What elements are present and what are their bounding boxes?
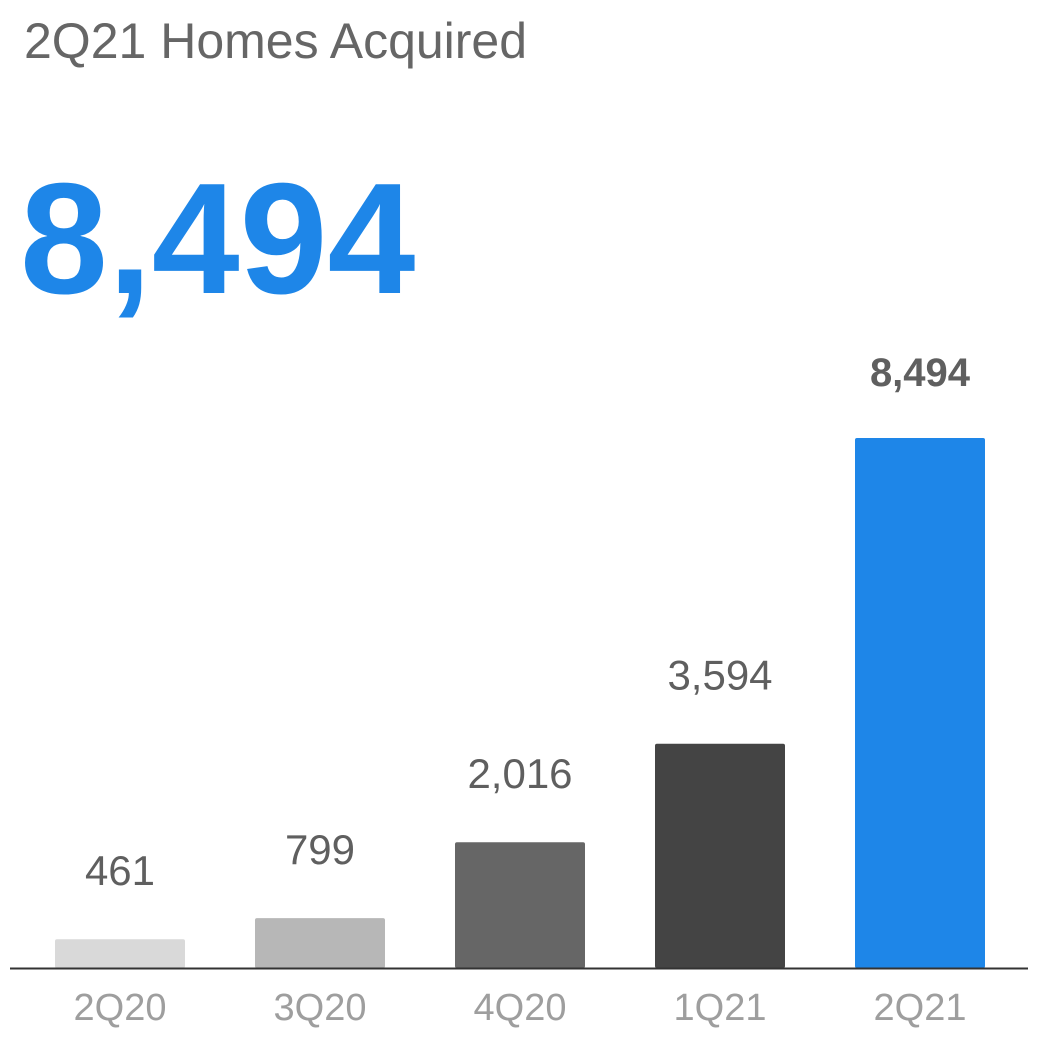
bar-3q20 bbox=[255, 918, 385, 968]
bar-4q20 bbox=[455, 842, 585, 968]
headline-value: 8,494 bbox=[20, 151, 416, 327]
tick-label-4q20: 4Q20 bbox=[474, 987, 567, 1029]
bar-2q21 bbox=[855, 438, 985, 968]
value-label-1q21: 3,594 bbox=[667, 652, 772, 699]
tick-labels-group: 2Q20 3Q20 4Q20 1Q21 2Q21 bbox=[74, 987, 967, 1029]
tick-label-2q20: 2Q20 bbox=[74, 987, 167, 1029]
value-label-2q21: 8,494 bbox=[870, 351, 971, 395]
value-labels-group: 461 799 2,016 3,594 8,494 bbox=[85, 351, 971, 894]
chart-title: 2Q21 Homes Acquired bbox=[24, 13, 528, 69]
tick-label-2q21: 2Q21 bbox=[874, 987, 967, 1029]
bar-1q21 bbox=[655, 743, 785, 968]
tick-label-3q20: 3Q20 bbox=[274, 987, 367, 1029]
bars-group bbox=[55, 438, 985, 968]
value-label-3q20: 799 bbox=[285, 826, 355, 873]
tick-label-1q21: 1Q21 bbox=[674, 987, 767, 1029]
value-label-4q20: 2,016 bbox=[467, 750, 572, 797]
bar-2q20 bbox=[55, 939, 185, 968]
value-label-2q20: 461 bbox=[85, 847, 155, 894]
